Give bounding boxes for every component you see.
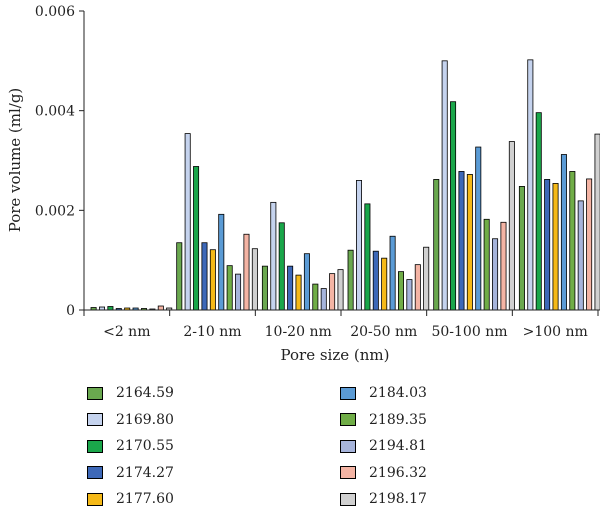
- bars-group: [90, 59, 600, 311]
- bar-1-2: [193, 166, 200, 311]
- bar-4-9: [508, 141, 515, 311]
- x-tick-label-3: 20-50 nm: [350, 324, 417, 340]
- bar-1-9: [251, 248, 258, 311]
- bar-3-1: [355, 180, 362, 311]
- bar-4-2: [450, 101, 457, 311]
- bar-4-0: [433, 179, 440, 311]
- bar-5-5: [560, 154, 567, 311]
- y-tick-label-0: 0: [66, 303, 75, 319]
- bar-1-1: [184, 133, 191, 311]
- bar-2-4: [295, 274, 302, 311]
- bar-2-3: [287, 265, 294, 311]
- y-axis-title: Pore volume (ml/g): [6, 88, 24, 233]
- bar-3-2: [364, 203, 371, 311]
- x-tick-label-1: 2-10 nm: [183, 324, 241, 340]
- y-tick-label-2: 0.004: [35, 104, 75, 120]
- bar-2-7: [320, 288, 327, 311]
- bar-4-5: [475, 146, 482, 311]
- bar-5-7: [577, 200, 584, 311]
- bar-1-5: [218, 213, 225, 311]
- y-tick-label-1: 0.002: [35, 203, 75, 219]
- bar-1-8: [243, 233, 250, 311]
- bar-3-9: [423, 246, 430, 311]
- bar-2-8: [329, 273, 336, 311]
- bar-5-2: [535, 112, 542, 311]
- bar-2-9: [337, 269, 344, 311]
- bar-5-8: [586, 178, 593, 311]
- bar-0-8: [157, 305, 164, 311]
- bar-5-9: [594, 133, 600, 311]
- bar-5-0: [518, 186, 525, 311]
- bar-4-6: [483, 218, 490, 311]
- bar-3-4: [381, 257, 388, 311]
- bar-0-2: [107, 306, 114, 311]
- bar-2-0: [261, 265, 268, 311]
- bar-4-1: [441, 60, 448, 311]
- x-axis-title: Pore size (nm): [281, 346, 390, 364]
- bar-3-5: [389, 235, 396, 311]
- bar-2-6: [312, 283, 319, 311]
- bar-1-6: [226, 265, 233, 311]
- bar-5-3: [544, 179, 551, 311]
- y-tick-label-3: 0.006: [35, 4, 75, 20]
- bar-4-7: [492, 238, 499, 311]
- bar-3-6: [397, 271, 404, 311]
- bar-4-8: [500, 221, 507, 311]
- bar-3-8: [414, 264, 421, 311]
- bar-2-2: [278, 222, 285, 311]
- bar-2-5: [303, 253, 310, 311]
- bar-4-4: [466, 174, 473, 311]
- bar-5-1: [527, 59, 534, 311]
- bar-3-3: [372, 250, 379, 311]
- axes-group: 0 0.002 0.004 0.006 <2 nm 2-10 nm 10-20 nm 20-5…: [35, 4, 599, 340]
- bar-1-4: [209, 249, 216, 311]
- bar-4-3: [458, 171, 465, 311]
- bar-3-0: [347, 249, 354, 311]
- x-tick-label-0: <2 nm: [103, 324, 150, 340]
- x-tick-label-2: 10-20 nm: [265, 324, 332, 340]
- bar-3-7: [406, 279, 413, 311]
- bar-5-6: [569, 171, 576, 311]
- bar-5-4: [552, 183, 559, 311]
- x-tick-label-4: 50-100 nm: [431, 324, 507, 340]
- x-tick-label-5: >100 nm: [523, 324, 588, 340]
- bar-1-0: [176, 242, 183, 311]
- bar-2-1: [270, 201, 277, 311]
- bar-1-3: [201, 242, 208, 311]
- bar-1-7: [235, 273, 242, 311]
